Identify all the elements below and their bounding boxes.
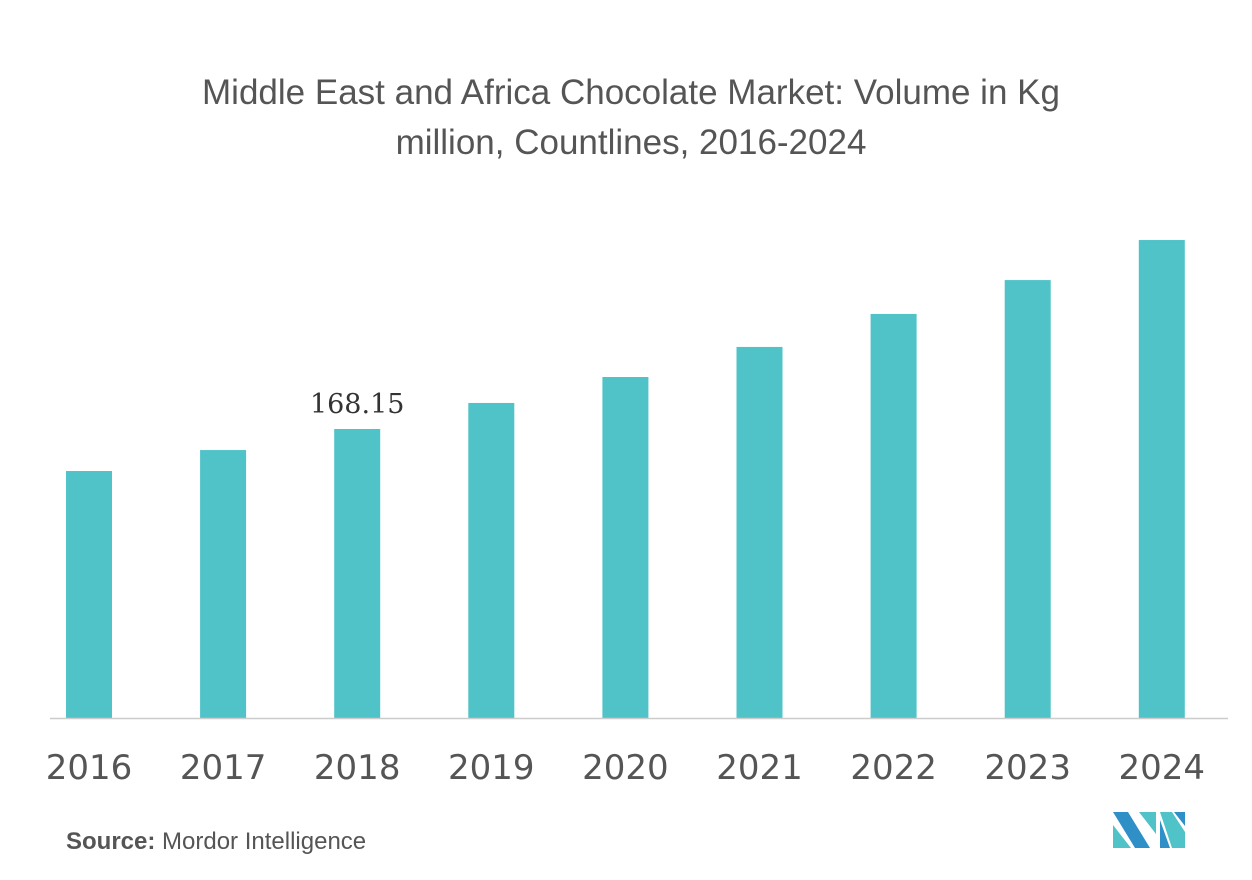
- x-tick-label-2023: 2023: [984, 748, 1071, 788]
- x-tick-label-2022: 2022: [850, 748, 937, 788]
- bar-2021: [736, 346, 783, 718]
- x-tick-label-2019: 2019: [448, 748, 535, 788]
- title-line-2: million, Countlines, 2016-2024: [395, 123, 867, 162]
- x-tick-label-2017: 2017: [180, 748, 267, 788]
- bar-2020: [602, 377, 649, 718]
- source-label: Source:: [66, 828, 156, 855]
- bar-2017: [200, 450, 247, 718]
- x-tick-label-2024: 2024: [1119, 748, 1206, 788]
- bar-2023: [1004, 280, 1051, 718]
- x-tick-label-2018: 2018: [314, 748, 401, 788]
- data-label-2018: 168.15: [310, 389, 404, 420]
- x-tick-label-2016: 2016: [46, 748, 133, 788]
- x-tick-label-2021: 2021: [716, 748, 803, 788]
- title-line-1: Middle East and Africa Chocolate Market:…: [202, 73, 1060, 112]
- source-note: Source: Mordor Intelligence: [66, 828, 366, 856]
- bar-2018: [334, 429, 381, 718]
- source-text: Mordor Intelligence: [162, 828, 367, 855]
- bar-2022: [870, 313, 917, 718]
- x-tick-label-2020: 2020: [582, 748, 669, 788]
- bar-2016: [66, 471, 112, 718]
- chart-title: Middle East and Africa Chocolate Market:…: [0, 68, 1252, 168]
- bar-2019: [468, 402, 515, 718]
- bar-2024: [1138, 240, 1185, 718]
